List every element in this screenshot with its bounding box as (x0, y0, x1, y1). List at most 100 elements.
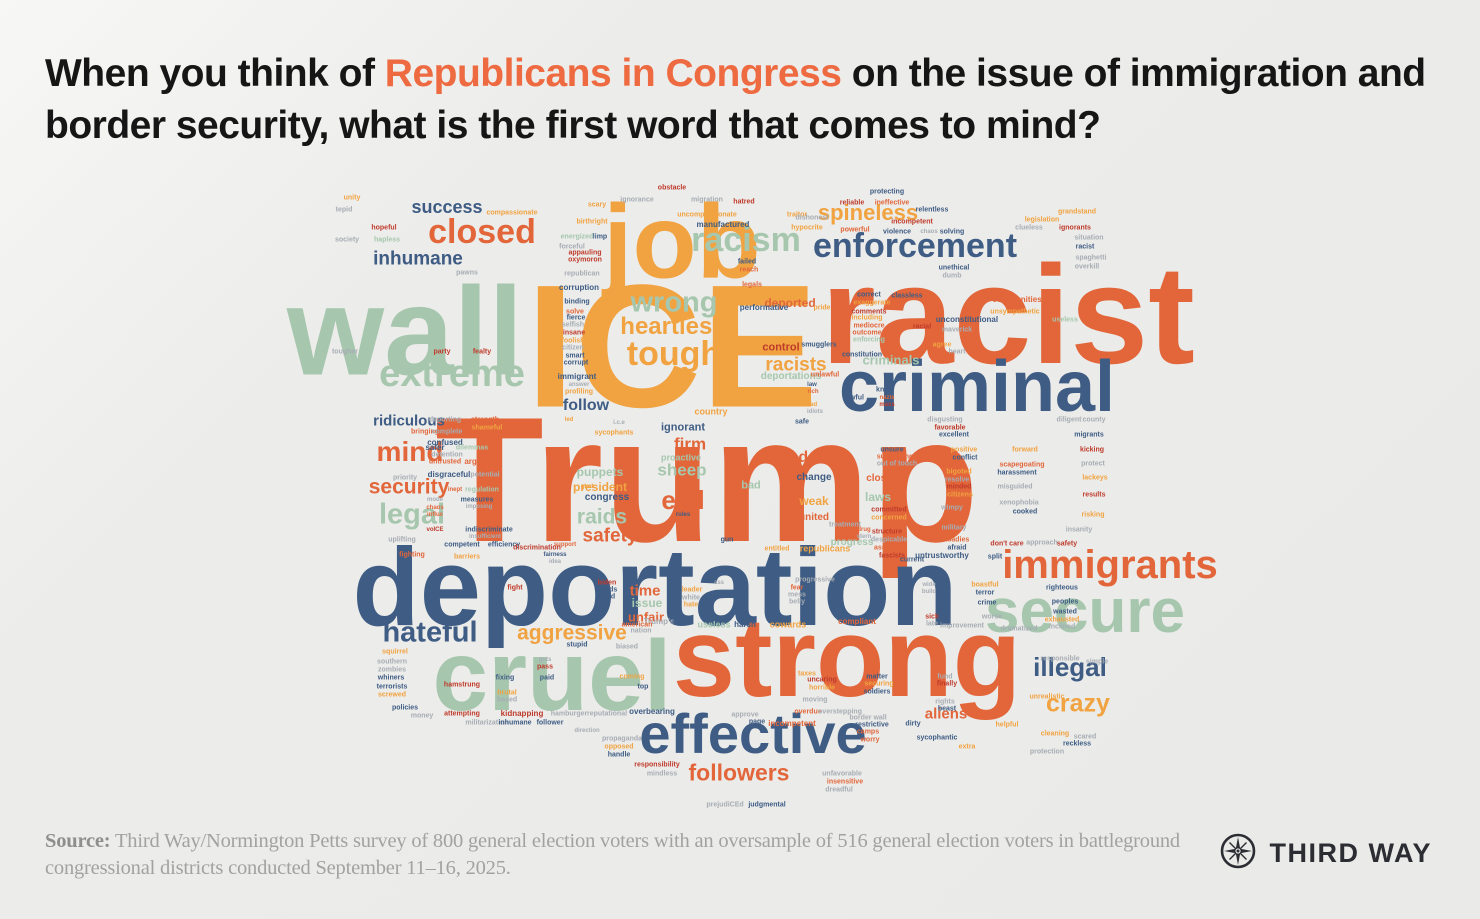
cloud-word: evil (661, 485, 705, 515)
cloud-word: mess (788, 591, 806, 599)
cloud-word: righteous (1046, 584, 1078, 592)
cloud-word: toadies (944, 536, 970, 544)
cloud-word: president (572, 480, 628, 494)
cloud-word: county (1082, 416, 1106, 424)
cloud-word: positive (950, 446, 978, 454)
cloud-word: aggressive (517, 621, 627, 645)
cloud-word: weak (799, 494, 829, 508)
cloud-word: safety (1056, 540, 1078, 548)
cloud-word: stupid (566, 641, 588, 649)
cloud-word: follow (562, 397, 610, 414)
cloud-word: progressive (795, 576, 835, 584)
cloud-word: kidnapping (500, 709, 544, 718)
cloud-word: heartless (620, 313, 726, 340)
cloud-word: cruel (432, 620, 672, 732)
cloud-word: overkill (1074, 263, 1100, 271)
cloud-word: late (925, 620, 939, 628)
cloud-word: support (553, 542, 577, 548)
cloud-word: indiscriminate (465, 526, 513, 534)
cloud-word: moving (802, 696, 828, 704)
cloud-word: arguing (464, 457, 494, 466)
cloud-word: forward (1012, 446, 1038, 454)
cloud-word: overdue (794, 708, 822, 716)
cloud-word: assholes (874, 544, 904, 552)
cloud-word: heart (948, 348, 966, 356)
cloud-word: protection (1029, 748, 1065, 756)
cloud-word: idiots (807, 409, 823, 415)
cloud-word: constitution (841, 351, 883, 359)
cloud-word: racist (821, 236, 1195, 393)
cloud-word: border wall (849, 714, 887, 722)
cloud-word: mediocre (853, 322, 885, 330)
cloud-word: out of touch (876, 460, 918, 468)
cloud-word: prejudiCEd (706, 801, 744, 809)
cloud-word: legislation (1024, 216, 1060, 224)
cloud-word: responsibility (634, 761, 680, 769)
cloud-word: compassionate (486, 209, 538, 217)
page-title: When you think of Republicans in Congres… (45, 48, 1447, 152)
cloud-word: militarization (465, 719, 509, 727)
cloud-word: hypocrite (791, 224, 823, 232)
cloud-word: imposing (465, 504, 493, 510)
cloud-word: raids (576, 505, 628, 529)
cloud-word: violence (882, 228, 912, 236)
cloud-word: mind (376, 436, 444, 467)
source-text: Third Way/Normington Petts survey of 800… (45, 829, 1180, 880)
cloud-word: enforcement (812, 227, 1018, 265)
cloud-word: fealty (472, 348, 492, 356)
cloud-word: progress (830, 537, 874, 548)
cloud-word: criminal (838, 347, 1116, 427)
cloud-word: favorable (934, 424, 966, 432)
cloud-word: fairness (543, 552, 567, 558)
cloud-word: wall (286, 262, 524, 402)
cloud-word: approve (731, 711, 759, 719)
cloud-word: words (596, 586, 618, 594)
cloud-word: finally (936, 680, 958, 688)
cloud-word: unrealistic (1029, 693, 1065, 701)
cloud-word: unlawful (810, 371, 840, 379)
cloud-word: know (876, 386, 894, 394)
cloud-word: horrible (808, 684, 836, 692)
cloud-word: binding (564, 298, 590, 306)
cloud-word: structure (871, 528, 903, 536)
cloud-word: chaos (920, 229, 938, 235)
cloud-word: correct (857, 291, 881, 299)
cloud-word: xenophobia (999, 499, 1039, 507)
cloud-word: drug (857, 527, 871, 533)
cloud-word: energized (560, 233, 594, 241)
cloud-word: wide (922, 582, 936, 588)
cloud-word: appauling (568, 249, 602, 257)
thirdway-logo: THIRD WAY (1219, 832, 1432, 875)
cloud-word: corrupt (563, 359, 589, 367)
cloud-word: taxes (798, 670, 816, 678)
cloud-word: communities (992, 295, 1042, 304)
cloud-word: simple (1085, 658, 1109, 666)
cloud-word: lackeys (1082, 474, 1108, 482)
cloud-word: ineffective (874, 199, 910, 207)
cloud-word: resolve (944, 476, 970, 484)
cloud-word: treatment (829, 521, 861, 529)
cloud-word: country (694, 406, 728, 417)
cloud-word: protecting (869, 188, 905, 196)
cloud-word: peoples (1051, 598, 1079, 606)
cloud-word: supporting (876, 453, 914, 461)
cloud-word: matter (866, 673, 888, 681)
cloud-word: unfair (627, 609, 665, 625)
cloud-word: unsympathetic (990, 308, 1040, 316)
cloud-word: scary (587, 201, 607, 209)
cloud-word: ICE (526, 249, 818, 445)
cloud-word: incompetent (768, 719, 816, 728)
word-cloud: Trump ICE racist deportation strong wall job cr… (270, 175, 1230, 815)
cloud-word: southern (377, 658, 407, 666)
cloud-word: reliable (839, 199, 865, 207)
cloud-word: beast (937, 705, 957, 713)
cloud-word: restrictive (855, 721, 889, 729)
cloud-word: situation (1074, 234, 1104, 242)
cloud-word: enforcing (853, 336, 885, 344)
cloud-word: effective (639, 702, 867, 765)
cloud-word: bringing (411, 428, 439, 436)
cloud-word: close (866, 473, 892, 484)
cloud-word: dishonest (795, 214, 829, 222)
cloud-word: extreme (379, 353, 525, 395)
cloud-word: page (748, 718, 766, 726)
